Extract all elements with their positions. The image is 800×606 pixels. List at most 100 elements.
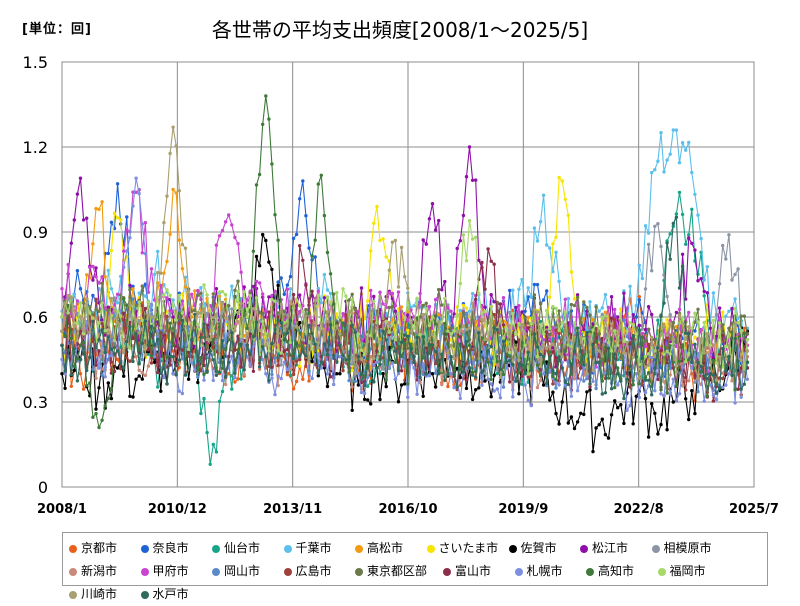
data-point <box>458 324 462 329</box>
data-point <box>137 374 141 378</box>
data-point <box>106 251 111 256</box>
legend-label: 高松市 <box>367 541 404 555</box>
data-point <box>464 175 469 179</box>
data-point <box>646 435 651 439</box>
legend-marker <box>212 567 220 576</box>
data-point <box>94 316 98 320</box>
data-point <box>168 354 172 359</box>
data-point <box>239 365 243 369</box>
legend-marker <box>580 544 588 553</box>
data-point <box>674 340 679 345</box>
data-point <box>594 386 598 391</box>
data-point <box>233 324 237 329</box>
data-point <box>628 403 632 408</box>
data-point <box>477 386 481 390</box>
data-point <box>538 352 543 357</box>
data-point <box>131 204 135 208</box>
data-point <box>270 297 274 302</box>
data-point <box>619 355 623 359</box>
data-point <box>230 284 234 288</box>
data-point <box>152 315 157 319</box>
data-point <box>193 341 197 345</box>
legend-item: 岡山市 <box>212 560 284 583</box>
data-point <box>603 432 608 437</box>
data-point <box>149 354 154 358</box>
data-point <box>128 324 132 329</box>
data-point <box>285 331 290 335</box>
data-point <box>291 356 296 361</box>
data-point <box>69 311 74 316</box>
x-tick-label: 2008/1 <box>37 502 87 517</box>
data-point <box>344 329 348 333</box>
data-point <box>541 332 546 336</box>
data-point <box>372 356 376 361</box>
data-point <box>165 259 169 264</box>
data-point <box>322 337 327 341</box>
data-point <box>563 349 567 353</box>
data-point <box>186 334 191 338</box>
data-point <box>91 264 95 269</box>
data-point <box>563 323 567 327</box>
data-point <box>125 249 129 253</box>
data-point <box>458 312 462 316</box>
data-point <box>403 360 407 365</box>
data-point <box>100 373 104 377</box>
data-point <box>702 376 706 380</box>
data-point <box>532 293 537 297</box>
data-point <box>88 330 92 334</box>
data-point <box>523 343 527 347</box>
data-point <box>137 331 141 335</box>
data-point <box>134 190 138 194</box>
data-point <box>264 343 268 347</box>
data-point <box>208 321 212 325</box>
data-point <box>545 289 549 293</box>
legend-marker <box>69 590 77 599</box>
data-point <box>294 232 299 237</box>
data-point <box>600 354 604 358</box>
data-point <box>390 291 395 296</box>
data-point <box>557 342 561 346</box>
data-point <box>637 395 641 400</box>
data-point <box>131 284 135 288</box>
data-point <box>270 376 274 380</box>
data-point <box>430 355 435 359</box>
data-point <box>699 337 703 341</box>
data-point <box>440 382 444 387</box>
data-point <box>97 366 101 370</box>
data-point <box>427 373 432 378</box>
data-point <box>162 364 166 368</box>
data-point <box>393 321 398 325</box>
data-point <box>665 294 669 299</box>
data-point <box>291 372 296 377</box>
data-point <box>177 293 181 298</box>
data-point <box>736 320 740 325</box>
data-point <box>443 296 447 301</box>
data-point <box>301 309 305 313</box>
data-point <box>220 302 225 306</box>
data-point <box>183 246 188 250</box>
data-point <box>372 294 376 299</box>
data-point <box>619 341 623 345</box>
data-point <box>301 304 305 308</box>
data-point <box>193 312 197 316</box>
data-point <box>711 291 716 295</box>
data-point <box>291 292 296 297</box>
data-point <box>322 342 327 346</box>
data-point <box>603 314 608 318</box>
data-point <box>563 297 567 301</box>
data-point <box>384 384 388 389</box>
data-point <box>211 378 215 383</box>
data-point <box>165 326 169 331</box>
data-point <box>270 365 274 369</box>
data-point <box>159 283 163 288</box>
data-point <box>554 328 558 332</box>
data-point <box>594 327 598 331</box>
data-point <box>646 363 651 367</box>
data-point <box>650 376 654 380</box>
legend-label: 甲府市 <box>152 564 189 578</box>
data-point <box>214 312 219 316</box>
x-tick-label: 2022/8 <box>614 502 664 517</box>
data-point <box>131 359 135 364</box>
data-point <box>526 286 530 290</box>
data-point <box>637 323 641 328</box>
